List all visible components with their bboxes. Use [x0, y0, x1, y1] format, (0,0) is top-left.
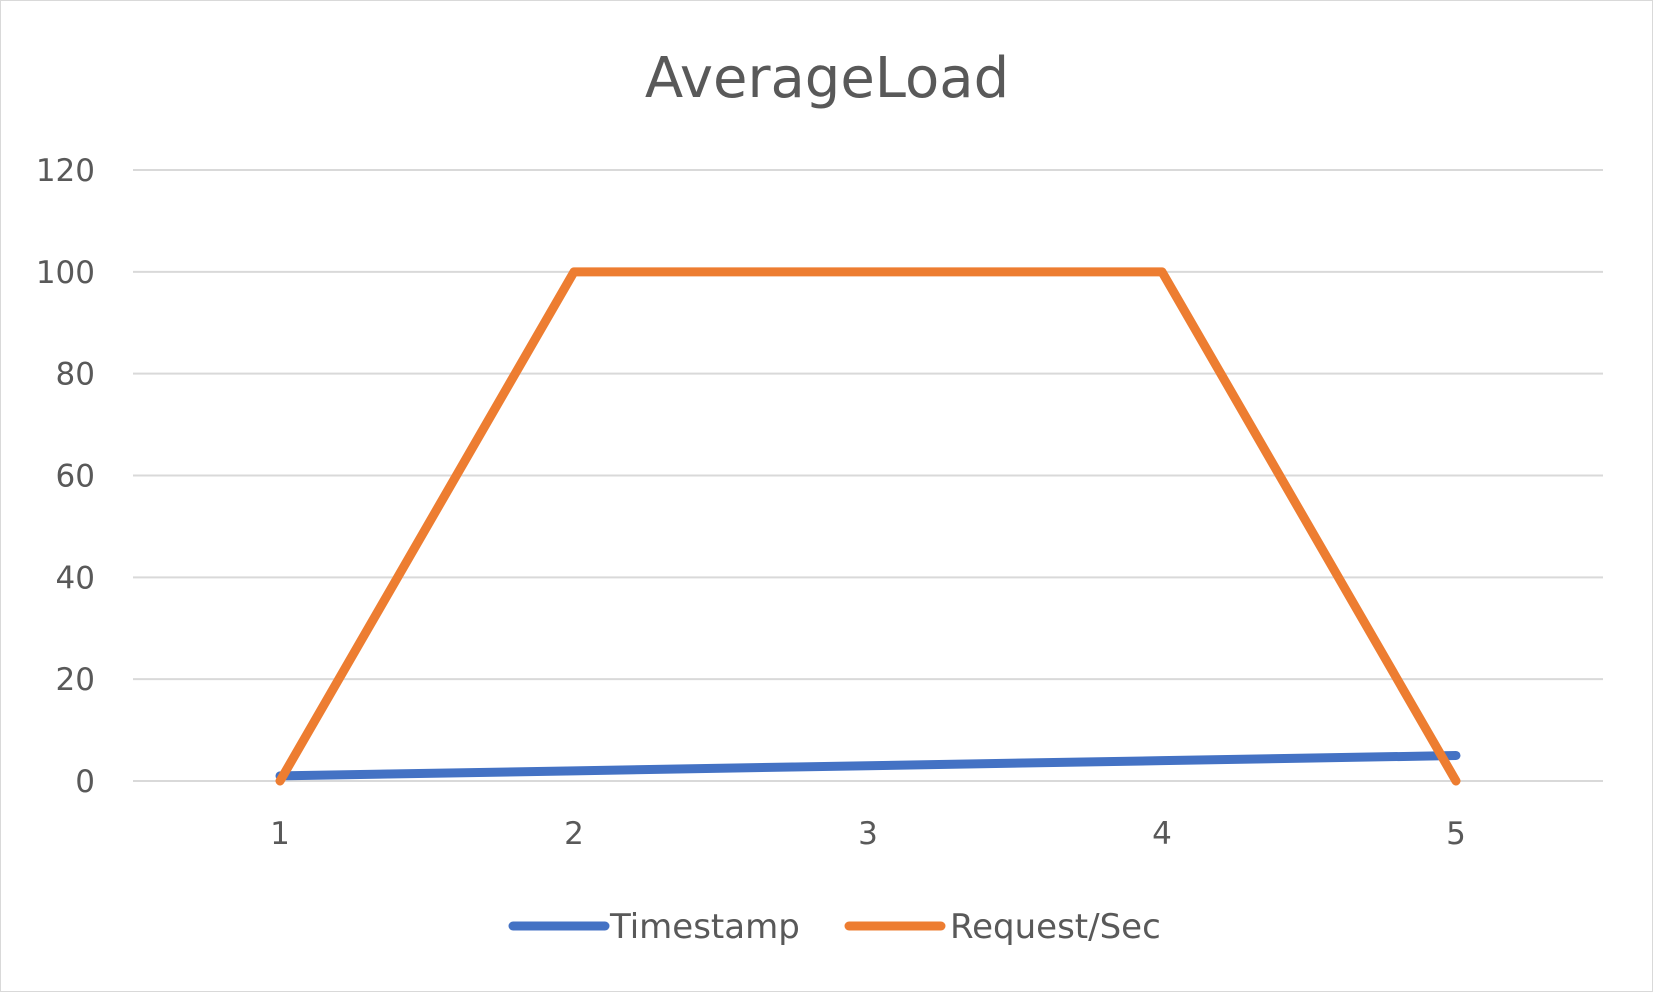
x-axis-tick-labels: 1 2 3 4 5 [270, 816, 1466, 852]
y-tick-label: 0 [75, 764, 95, 800]
x-tick-label: 4 [1152, 816, 1172, 852]
x-tick-label: 2 [564, 816, 584, 852]
y-tick-label: 120 [36, 153, 95, 189]
y-tick-label: 40 [56, 560, 95, 596]
x-tick-label: 1 [270, 816, 290, 852]
y-tick-label: 20 [56, 662, 95, 698]
gridlines [133, 169, 1603, 782]
y-tick-label: 80 [56, 357, 95, 393]
x-tick-label: 3 [858, 816, 878, 852]
y-tick-label: 100 [36, 255, 95, 291]
series-lines [275, 267, 1461, 786]
legend-label: Timestamp [609, 907, 800, 947]
legend: Timestamp Request/Sec [508, 907, 1161, 947]
y-axis-tick-labels: 0 20 40 60 80 100 120 [36, 153, 95, 800]
x-tick-label: 5 [1446, 816, 1466, 852]
series-line-1 [275, 267, 1461, 786]
legend-label: Request/Sec [950, 907, 1161, 947]
series-line-0 [275, 751, 1461, 781]
chart-title: AverageLoad [645, 46, 1009, 111]
y-tick-label: 60 [56, 459, 95, 495]
